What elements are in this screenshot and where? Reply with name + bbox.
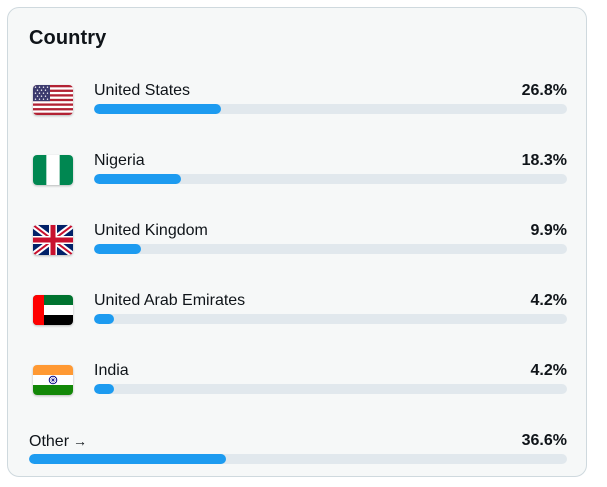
country-row-india: India 4.2% bbox=[8, 361, 586, 417]
progress-track bbox=[94, 384, 567, 394]
uk-flag-icon bbox=[33, 225, 73, 255]
country-percent: 26.8% bbox=[521, 82, 567, 99]
progress-track bbox=[29, 454, 567, 464]
progress-fill bbox=[94, 314, 114, 324]
progress-fill bbox=[94, 104, 221, 114]
progress-track bbox=[94, 174, 567, 184]
country-percent: 4.2% bbox=[530, 362, 567, 379]
progress-fill bbox=[94, 174, 181, 184]
progress-track bbox=[94, 314, 567, 324]
country-percent: 18.3% bbox=[521, 152, 567, 169]
country-percent: 9.9% bbox=[530, 222, 567, 239]
progress-track bbox=[94, 104, 567, 114]
progress-fill bbox=[29, 454, 226, 464]
nigeria-flag-icon bbox=[33, 155, 73, 185]
country-name: Nigeria bbox=[94, 152, 145, 169]
country-percent: 4.2% bbox=[530, 292, 567, 309]
country-row-united-arab-emirates: United Arab Emirates 4.2% bbox=[8, 291, 586, 347]
progress-fill bbox=[94, 384, 114, 394]
country-row-united-kingdom: United Kingdom 9.9% bbox=[8, 221, 586, 277]
country-name: United States bbox=[94, 82, 191, 99]
country-name: United Kingdom bbox=[94, 222, 208, 239]
progress-fill bbox=[94, 244, 141, 254]
country-name: India bbox=[94, 362, 129, 379]
us-flag-icon bbox=[33, 85, 73, 115]
country-row-united-states: United States 26.8% bbox=[8, 81, 586, 137]
country-row-other: Other → 36.6% bbox=[8, 431, 586, 487]
uae-flag-icon bbox=[33, 295, 73, 325]
panel-title: Country bbox=[29, 27, 107, 49]
country-panel: Country Uni bbox=[7, 7, 587, 477]
india-flag-icon bbox=[33, 365, 73, 395]
other-percent: 36.6% bbox=[521, 432, 567, 449]
progress-track bbox=[94, 244, 567, 254]
arrow-right-icon: → bbox=[73, 433, 88, 449]
country-row-nigeria: Nigeria 18.3% bbox=[8, 151, 586, 207]
other-link[interactable]: Other → bbox=[29, 431, 87, 452]
other-label: Other bbox=[29, 433, 70, 450]
country-name: United Arab Emirates bbox=[94, 292, 246, 309]
